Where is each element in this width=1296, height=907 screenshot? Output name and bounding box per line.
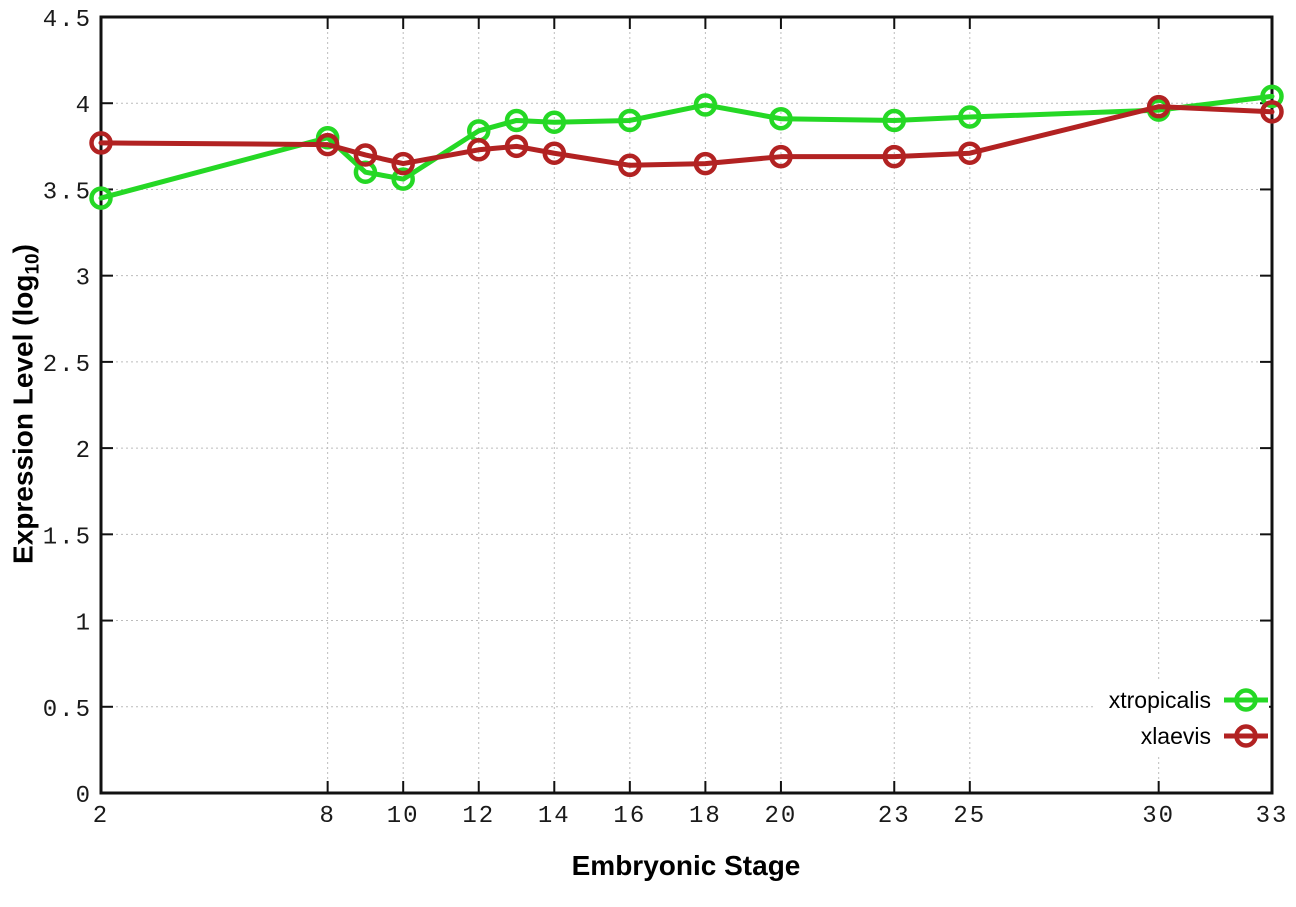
- legend-marker-xtropicalis: [1223, 685, 1269, 715]
- svg-text:4.5: 4.5: [43, 7, 92, 34]
- svg-text:33: 33: [1256, 803, 1289, 830]
- svg-text:30: 30: [1142, 803, 1175, 830]
- svg-text:1.5: 1.5: [43, 524, 92, 551]
- svg-text:8: 8: [319, 803, 335, 830]
- svg-text:4: 4: [76, 93, 92, 120]
- legend-item-xlaevis: xlaevis: [1109, 718, 1269, 754]
- x-axis-title: Embryonic Stage: [571, 850, 801, 881]
- svg-text:0.5: 0.5: [43, 697, 92, 724]
- y-axis-title-subscript: 10: [22, 253, 44, 275]
- legend-label-xtropicalis: xtropicalis: [1108, 686, 1211, 713]
- svg-text:25: 25: [953, 803, 986, 830]
- svg-text:23: 23: [878, 803, 911, 830]
- legend-marker-xlaevis: [1223, 721, 1269, 751]
- legend-label-xlaevis: xlaevis: [1140, 722, 1211, 749]
- y-axis-title: Expression Level (log10): [8, 244, 45, 564]
- svg-text:3: 3: [76, 266, 92, 293]
- svg-text:0: 0: [76, 783, 92, 810]
- svg-text:3.5: 3.5: [43, 179, 92, 206]
- svg-text:2.5: 2.5: [43, 352, 92, 379]
- svg-text:2: 2: [93, 803, 109, 830]
- svg-text:2: 2: [76, 438, 92, 465]
- legend-item-xtropicalis: xtropicalis: [1109, 682, 1269, 718]
- svg-text:16: 16: [613, 803, 646, 830]
- svg-text:18: 18: [689, 803, 722, 830]
- legend: xtropicalis xlaevis: [1092, 682, 1269, 754]
- svg-text:10: 10: [387, 803, 420, 830]
- svg-text:14: 14: [538, 803, 571, 830]
- y-axis-title-text: Expression Level (log: [7, 274, 39, 564]
- svg-text:1: 1: [76, 611, 92, 638]
- y-axis-title-close: ): [7, 244, 39, 254]
- svg-text:20: 20: [765, 803, 798, 830]
- svg-text:12: 12: [462, 803, 495, 830]
